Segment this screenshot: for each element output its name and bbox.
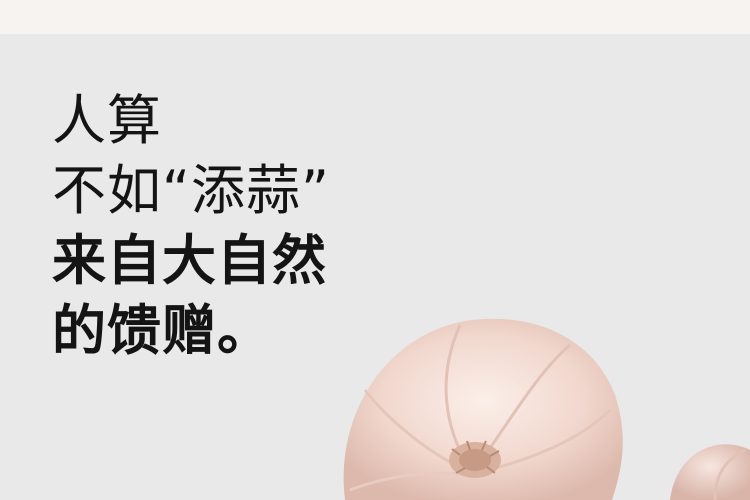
garlic-bulb-main [343, 318, 623, 500]
headline-line-2: 不如“添蒜” [52, 159, 330, 222]
garlic-bulb-secondary [670, 444, 750, 500]
garlic-image [343, 318, 750, 500]
headline-line-4: 的馈赠。 [52, 299, 272, 362]
headline: 人算 不如“添蒜” 来自大自然 的馈赠。 [52, 86, 330, 366]
headline-line-1: 人算 [52, 89, 162, 152]
headline-line-3: 来自大自然 [52, 229, 327, 292]
top-band [0, 0, 750, 34]
